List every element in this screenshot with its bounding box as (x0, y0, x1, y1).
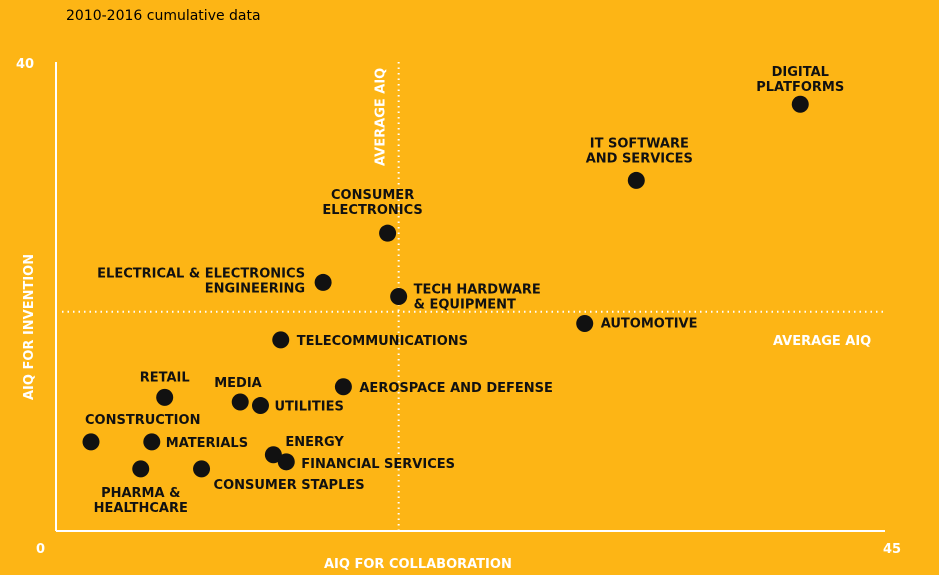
y-max-label: 40 (16, 57, 34, 72)
data-label: AUTOMOTIVE (601, 316, 698, 331)
data-point (251, 397, 269, 415)
data-label: ELECTRICAL & ELECTRONICS ENGINEERING (97, 266, 305, 296)
y-axis-title: AIQ FOR INVENTION (22, 254, 37, 400)
data-label: TELECOMMUNICATIONS (297, 334, 468, 349)
data-point (143, 433, 161, 451)
data-points (82, 95, 809, 478)
average-reference-lines: AVERAGE AIQ AVERAGE AIQ (62, 62, 885, 531)
data-point (156, 388, 174, 406)
data-point (193, 460, 211, 478)
data-point (314, 273, 332, 291)
data-label: FINANCIAL SERVICES (301, 457, 455, 472)
data-label: TECH HARDWARE & EQUIPMENT (414, 283, 541, 313)
data-point (277, 453, 295, 471)
data-label: ENERGY (285, 435, 344, 450)
data-label: DIGITAL PLATFORMS (756, 65, 844, 95)
data-label: IT SOFTWARE AND SERVICES (586, 136, 693, 166)
data-point (576, 314, 594, 332)
data-point (791, 95, 809, 113)
data-point (390, 288, 408, 305)
data-point (272, 331, 290, 349)
x-min-label: 0 (36, 542, 45, 557)
chart-subtitle: 2010-2016 cumulative data (66, 8, 261, 24)
data-point (264, 446, 282, 464)
data-point (132, 460, 150, 478)
data-label: CONSTRUCTION (85, 413, 200, 428)
data-label: RETAIL (140, 370, 190, 385)
data-point (334, 378, 352, 396)
data-label: PHARMA & HEALTHCARE (94, 486, 188, 516)
data-point (82, 433, 100, 451)
data-point (231, 393, 249, 411)
average-horizontal-label: AVERAGE AIQ (773, 334, 871, 349)
data-point (627, 171, 645, 189)
data-point (379, 224, 397, 242)
data-label: MEDIA (214, 376, 262, 391)
x-axis-title: AIQ FOR COLLABORATION (324, 557, 512, 572)
data-label: CONSUMER STAPLES (214, 478, 365, 493)
data-label: CONSUMER ELECTRONICS (322, 188, 422, 218)
data-labels: DIGITAL PLATFORMS IT SOFTWARE AND SERVICES C… (85, 65, 844, 516)
average-vertical-label: AVERAGE AIQ (374, 68, 389, 166)
data-label: AEROSPACE AND DEFENSE (359, 381, 553, 396)
x-max-label: 45 (883, 542, 901, 557)
data-label: UTILITIES (274, 400, 343, 415)
data-label: MATERIALS (166, 436, 248, 451)
